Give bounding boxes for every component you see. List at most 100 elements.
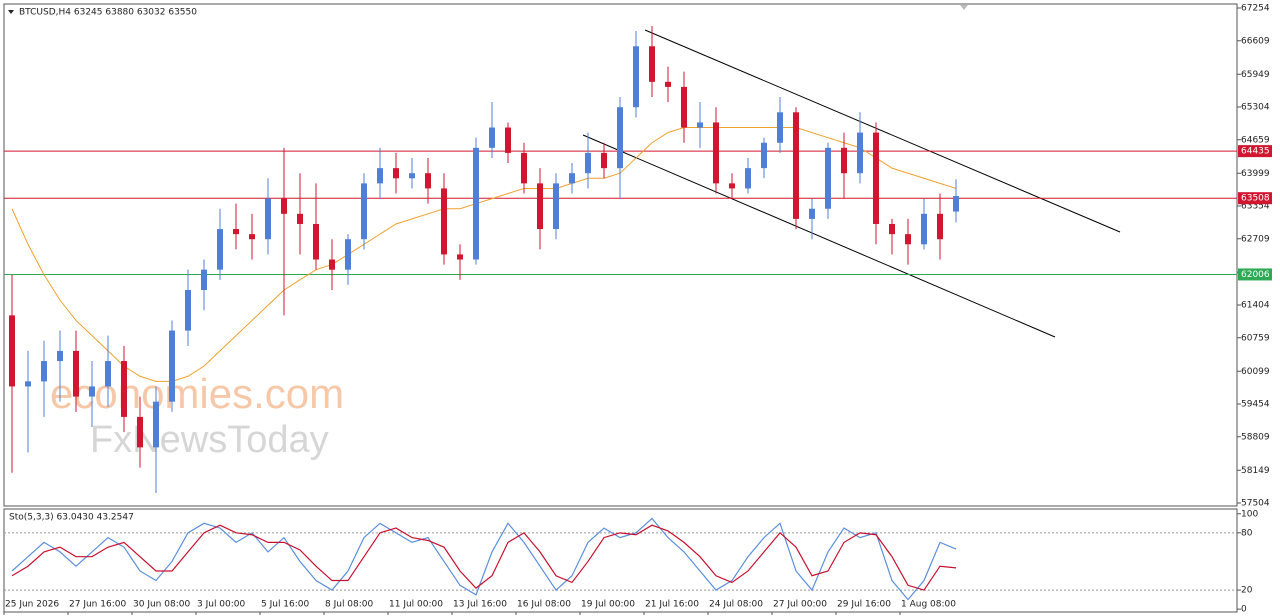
- y-tick-label: 59454: [1241, 400, 1270, 410]
- x-tick-label: 8 Jul 08:00: [325, 600, 374, 610]
- y-tick-label: 62709: [1241, 234, 1270, 244]
- main-frame: [3, 3, 1238, 507]
- candle-body: [313, 223, 319, 260]
- candle-body: [745, 168, 751, 189]
- candle-body: [537, 183, 543, 230]
- candle-body: [441, 188, 447, 255]
- y-tick-label: 64659: [1241, 135, 1270, 145]
- candle-body: [409, 173, 415, 179]
- candle-body: [809, 208, 815, 219]
- candle-body: [233, 229, 239, 235]
- level-label-box: [1238, 145, 1272, 158]
- menu-arrow: [8, 10, 14, 14]
- candle-body: [217, 229, 223, 270]
- indicator-frame: [3, 508, 1238, 613]
- candle-body: [649, 46, 655, 82]
- candle-body: [713, 122, 719, 184]
- candle-body: [73, 350, 79, 397]
- candle-body: [857, 132, 863, 174]
- y-tick-label: 63354: [1241, 202, 1270, 212]
- y-tick-label: 58809: [1241, 432, 1270, 442]
- y-tick-label: 60759: [1241, 333, 1270, 343]
- candle-body: [457, 254, 463, 260]
- y-tick-label: 63999: [1241, 169, 1270, 179]
- candle-body: [777, 112, 783, 143]
- candle-body: [185, 289, 191, 331]
- y-tick-label: 65304: [1241, 103, 1270, 113]
- candle-body: [953, 196, 959, 212]
- level-label: 63508: [1241, 194, 1270, 204]
- indicator-line: [11, 517, 957, 601]
- y-tick-label: 67254: [1241, 4, 1270, 14]
- candle-body: [249, 234, 255, 240]
- y-tick-label: 65949: [1241, 70, 1270, 80]
- candle-body: [25, 381, 31, 387]
- x-tick-label: 16 Jul 08:00: [517, 600, 571, 610]
- candle-body: [521, 152, 527, 184]
- x-tick-label: 3 Jul 00:00: [197, 600, 246, 610]
- level-label-box: [1238, 192, 1272, 205]
- candle-body: [153, 401, 159, 448]
- candle-body: [489, 127, 495, 148]
- chart-title: BTCUSD,H4 63245 63880 63032 63550: [19, 8, 197, 18]
- candle-body: [265, 198, 271, 240]
- candle-body: [137, 416, 143, 448]
- x-tick-label: 19 Jul 00:00: [581, 600, 635, 610]
- x-tick-label: 13 Jul 16:00: [453, 600, 507, 610]
- candle-body: [665, 81, 671, 87]
- candle-body: [9, 315, 15, 387]
- trend-line: [582, 134, 1056, 338]
- candle-body: [89, 386, 95, 397]
- x-tick-label: 11 Jul 00:00: [389, 600, 443, 610]
- candle-body: [825, 147, 831, 209]
- x-tick-label: 27 Jul 00:00: [773, 600, 827, 610]
- y-tick-label: 57504: [1241, 499, 1270, 509]
- candle-body: [937, 213, 943, 240]
- candle-body: [425, 173, 431, 189]
- indicator-title: Sto(5,3,3) 63.0430 43.2547: [9, 513, 134, 523]
- candle-body: [345, 239, 351, 270]
- candle-body: [393, 168, 399, 179]
- watermark: economies.com: [50, 370, 344, 417]
- candle-body: [905, 234, 911, 245]
- x-tick-label: 21 Jul 16:00: [645, 600, 699, 610]
- y-tick-label: 58149: [1241, 466, 1270, 476]
- candle-body: [329, 259, 335, 270]
- candle-body: [105, 361, 111, 387]
- y-tick-label: 61404: [1241, 301, 1270, 311]
- candle-body: [601, 152, 607, 169]
- candle-body: [729, 183, 735, 189]
- candle-body: [505, 127, 511, 153]
- candle-body: [553, 183, 559, 230]
- candle-body: [41, 361, 47, 382]
- x-tick-label: 5 Jul 16:00: [261, 600, 310, 610]
- candle-body: [633, 46, 639, 108]
- x-tick-label: 24 Jul 08:00: [709, 600, 763, 610]
- y-tick-label: 0: [1241, 605, 1247, 615]
- candle-body: [297, 213, 303, 224]
- candle-body: [377, 168, 383, 184]
- shift-marker: [960, 5, 968, 10]
- x-tick-label: 25 Jun 2026: [5, 600, 59, 610]
- candle-body: [873, 132, 879, 224]
- level-label: 62006: [1241, 270, 1270, 280]
- candle-body: [169, 330, 175, 402]
- indicator-line: [11, 524, 957, 591]
- candle-body: [281, 198, 287, 214]
- candle-body: [121, 361, 127, 417]
- x-tick-label: 29 Jul 16:00: [837, 600, 891, 610]
- y-tick-label: 20: [1241, 586, 1253, 596]
- y-tick-label: 100: [1241, 509, 1258, 519]
- y-tick-label: 80: [1241, 528, 1253, 538]
- level-label: 64435: [1241, 147, 1270, 157]
- candle-body: [473, 147, 479, 260]
- candle-body: [617, 107, 623, 169]
- y-tick-label: 66609: [1241, 36, 1270, 46]
- candle-body: [57, 350, 63, 362]
- watermark: FxNewsToday: [90, 419, 329, 461]
- candle-body: [889, 223, 895, 235]
- level-label-box: [1238, 268, 1272, 281]
- candle-body: [761, 142, 767, 169]
